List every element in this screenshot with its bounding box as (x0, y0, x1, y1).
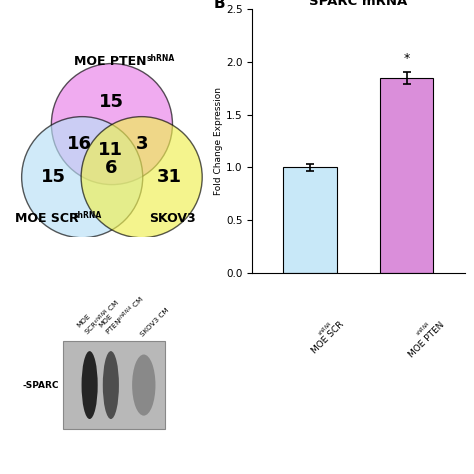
Text: MOE PTEN: MOE PTEN (407, 320, 446, 359)
Ellipse shape (82, 351, 98, 419)
Circle shape (51, 64, 173, 184)
Text: SKOV3: SKOV3 (149, 212, 196, 225)
Text: $^{shRNA}$: $^{shRNA}$ (415, 320, 432, 337)
Text: 16: 16 (66, 135, 91, 153)
Ellipse shape (103, 351, 119, 419)
Text: MOE
SCR$^{shRNA}$ CM: MOE SCR$^{shRNA}$ CM (76, 291, 123, 337)
Y-axis label: Fold Change Expression: Fold Change Expression (214, 87, 223, 195)
Text: 6: 6 (105, 159, 117, 177)
Text: MOE SCR: MOE SCR (15, 212, 79, 225)
Text: 15: 15 (100, 93, 125, 111)
Text: shRNA: shRNA (147, 54, 175, 63)
Bar (380, 78, 433, 273)
Text: shRNA: shRNA (73, 211, 102, 220)
Circle shape (81, 117, 202, 238)
Text: MOE SCR: MOE SCR (310, 320, 346, 356)
Ellipse shape (132, 355, 155, 416)
Text: *: * (403, 52, 410, 65)
Text: MOE
PTEN$^{shRNA}$ CM: MOE PTEN$^{shRNA}$ CM (97, 288, 146, 337)
Text: SKOV3 CM: SKOV3 CM (139, 307, 170, 337)
Text: 11: 11 (99, 141, 123, 159)
Text: 15: 15 (41, 168, 66, 186)
Bar (283, 167, 337, 273)
Bar (63, 341, 165, 429)
Text: $^{shRNA}$: $^{shRNA}$ (317, 320, 334, 337)
Circle shape (22, 117, 143, 238)
Text: 31: 31 (157, 168, 182, 186)
Text: -SPARC: -SPARC (22, 381, 59, 390)
Text: MOE PTEN: MOE PTEN (73, 55, 146, 68)
Text: B: B (214, 0, 226, 11)
Text: 3: 3 (136, 135, 148, 153)
Title: SPARC mRNA: SPARC mRNA (309, 0, 408, 9)
